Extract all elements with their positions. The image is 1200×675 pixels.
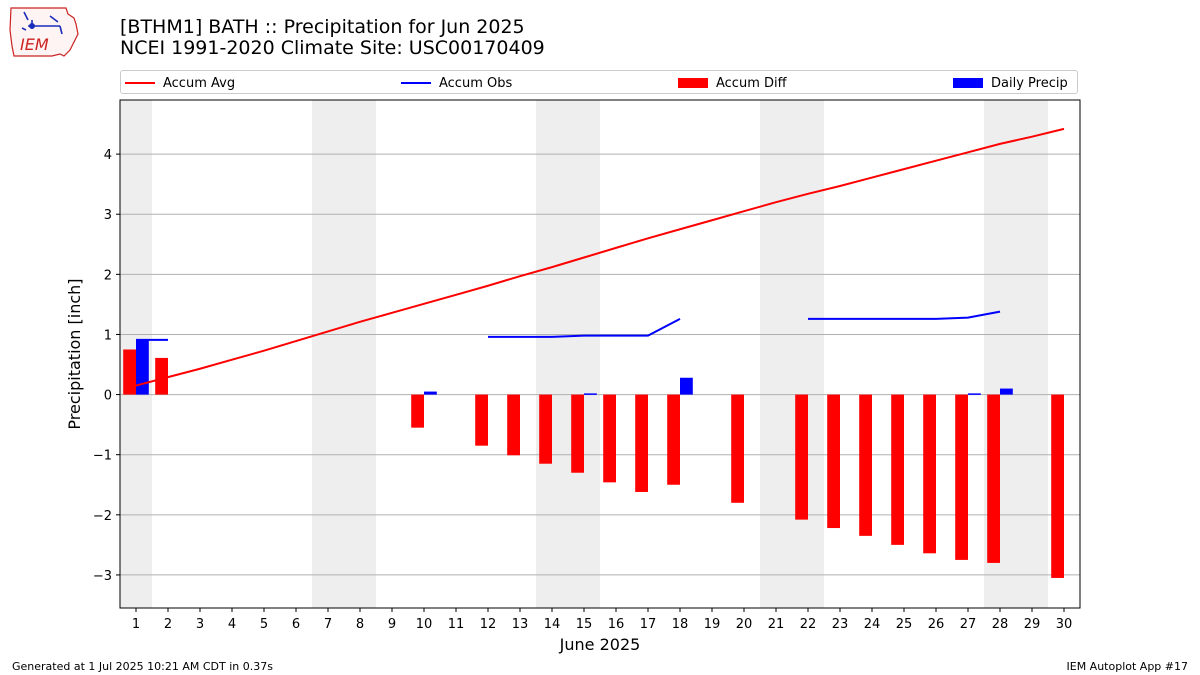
x-tick-label: 20 bbox=[736, 617, 753, 632]
x-tick-label: 17 bbox=[640, 617, 657, 632]
x-tick-label: 3 bbox=[196, 617, 204, 632]
x-tick-label: 8 bbox=[356, 617, 364, 632]
x-tick-label: 30 bbox=[1056, 617, 1073, 632]
title-line-2: NCEI 1991-2020 Climate Site: USC00170409 bbox=[120, 37, 545, 59]
legend-item-accum-diff: Accum Diff bbox=[678, 74, 787, 92]
legend-swatch-accum-obs bbox=[401, 82, 431, 84]
x-tick-label: 23 bbox=[832, 617, 849, 632]
x-tick-label: 9 bbox=[388, 617, 396, 632]
x-tick-label: 15 bbox=[576, 617, 593, 632]
x-tick-label: 5 bbox=[260, 617, 268, 632]
x-tick-label: 1 bbox=[132, 617, 140, 632]
x-tick-label: 12 bbox=[480, 617, 497, 632]
y-tick-label: −1 bbox=[93, 449, 112, 464]
weekend-shade bbox=[312, 100, 376, 608]
accum-diff-bar bbox=[571, 394, 584, 473]
y-tick-label: −3 bbox=[93, 569, 112, 584]
y-tick-label: −2 bbox=[93, 509, 112, 524]
legend-label-accum-diff: Accum Diff bbox=[716, 75, 787, 91]
accum-obs-line bbox=[808, 310, 1001, 320]
x-tick-label: 27 bbox=[960, 617, 977, 632]
legend-item-accum-avg: Accum Avg bbox=[125, 74, 235, 92]
chart-title: [BTHM1] BATH :: Precipitation for Jun 20… bbox=[120, 17, 545, 59]
daily-precip-bar bbox=[584, 393, 597, 395]
legend-label-accum-avg: Accum Avg bbox=[163, 75, 236, 91]
x-tick-label: 13 bbox=[512, 617, 529, 632]
iowa-outline-shape bbox=[9, 7, 79, 57]
accum-diff-bar bbox=[923, 394, 936, 554]
accum-diff-bar bbox=[667, 394, 680, 485]
weekend-shade bbox=[760, 100, 824, 608]
accum-diff-bar bbox=[475, 394, 488, 446]
x-tick-label: 10 bbox=[416, 617, 433, 632]
x-tick-label: 21 bbox=[768, 617, 785, 632]
x-tick-label: 14 bbox=[544, 617, 561, 632]
daily-precip-bar bbox=[680, 377, 693, 395]
legend-swatch-daily-precip bbox=[953, 78, 983, 88]
accum-diff-bar bbox=[411, 394, 424, 428]
daily-precip-bar bbox=[136, 339, 149, 395]
x-tick-label: 19 bbox=[704, 617, 721, 632]
accum-diff-bar bbox=[1051, 394, 1064, 578]
legend-label-accum-obs: Accum Obs bbox=[439, 75, 513, 91]
legend-item-accum-obs: Accum Obs bbox=[401, 74, 512, 92]
footer-generated-text: Generated at 1 Jul 2025 10:21 AM CDT in … bbox=[12, 660, 273, 673]
accum-diff-bar bbox=[891, 394, 904, 545]
x-tick-label: 4 bbox=[228, 617, 236, 632]
x-axis-label: June 2025 bbox=[559, 635, 641, 654]
x-tick-label: 28 bbox=[992, 617, 1009, 632]
y-tick-label: 2 bbox=[104, 268, 112, 283]
daily-precip-bar bbox=[424, 391, 437, 395]
accum-diff-bar bbox=[955, 394, 968, 560]
y-axis-label: Precipitation [inch] bbox=[65, 278, 84, 429]
accum-diff-bar bbox=[539, 394, 552, 464]
accum-diff-bar bbox=[635, 394, 648, 492]
x-tick-label: 6 bbox=[292, 617, 300, 632]
x-tick-label: 2 bbox=[164, 617, 172, 632]
x-tick-label: 11 bbox=[448, 617, 465, 632]
accum-diff-bar bbox=[827, 394, 840, 529]
x-tick-label: 24 bbox=[864, 617, 881, 632]
accum-diff-bar bbox=[603, 394, 616, 483]
title-line-1: [BTHM1] BATH :: Precipitation for Jun 20… bbox=[120, 16, 525, 38]
x-tick-label: 26 bbox=[928, 617, 945, 632]
accum-diff-bar bbox=[507, 394, 520, 456]
accum-obs-line bbox=[488, 317, 681, 338]
chart-legend: Accum Avg Accum Obs Accum Diff Daily Pre… bbox=[120, 70, 1078, 94]
plot-frame bbox=[119, 99, 1081, 609]
y-tick-label: 1 bbox=[104, 328, 112, 343]
y-tick-label: 0 bbox=[104, 389, 112, 404]
accum-diff-bar bbox=[795, 394, 808, 520]
x-tick-label: 25 bbox=[896, 617, 913, 632]
logo-text: IEM bbox=[20, 35, 49, 54]
daily-precip-bar bbox=[1000, 388, 1013, 395]
accum-diff-bar bbox=[859, 394, 872, 536]
y-tick-label: 4 bbox=[104, 148, 112, 163]
weekend-shade bbox=[536, 100, 600, 608]
x-tick-label: 18 bbox=[672, 617, 689, 632]
accum-diff-bar bbox=[731, 394, 744, 503]
legend-swatch-accum-avg bbox=[125, 82, 155, 84]
accum-diff-bar bbox=[155, 357, 168, 395]
x-tick-label: 7 bbox=[324, 617, 332, 632]
y-tick-label: 3 bbox=[104, 208, 112, 223]
x-tick-label: 22 bbox=[800, 617, 817, 632]
x-tick-label: 29 bbox=[1024, 617, 1041, 632]
weather-station-icon bbox=[21, 11, 63, 35]
legend-label-daily-precip: Daily Precip bbox=[991, 75, 1068, 91]
footer-app-text: IEM Autoplot App #17 bbox=[1066, 660, 1189, 673]
x-tick-label: 16 bbox=[608, 617, 625, 632]
accum-diff-bar bbox=[987, 394, 1000, 563]
accum-avg-line bbox=[135, 127, 1065, 387]
legend-item-daily-precip: Daily Precip bbox=[953, 74, 1068, 92]
daily-precip-bar bbox=[968, 393, 981, 395]
accum-diff-bar bbox=[123, 349, 136, 395]
legend-swatch-accum-diff bbox=[678, 78, 708, 88]
iem-logo: IEM bbox=[9, 7, 79, 57]
